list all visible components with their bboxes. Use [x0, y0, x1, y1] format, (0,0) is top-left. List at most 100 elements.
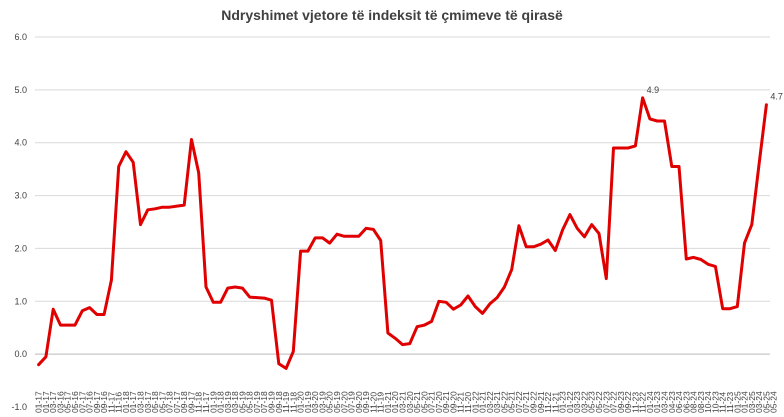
data-point [306, 249, 310, 253]
data-point [197, 171, 200, 175]
x-tick-label: 11-20 [463, 392, 473, 413]
data-point [263, 296, 266, 300]
data-point [248, 295, 251, 299]
x-tick-label: 05-20 [325, 391, 335, 413]
y-tick-label: 3.0 [14, 191, 27, 201]
data-point [284, 367, 288, 370]
x-tick-label: 07-17 [77, 391, 87, 413]
x-tick-label: 07-20 [434, 391, 444, 413]
data-point [139, 223, 142, 226]
x-tick-label: 10-23 [710, 391, 720, 413]
data-point [241, 286, 244, 290]
x-tick-label: 05-22 [594, 391, 604, 413]
x-tick-label: 05-21 [412, 391, 422, 413]
data-point [88, 306, 91, 309]
data-point [51, 308, 55, 311]
series-layer [37, 96, 768, 370]
data-point [321, 236, 324, 240]
data-point [190, 138, 193, 141]
x-tick-label: 11-18 [288, 392, 298, 413]
data-point [561, 228, 564, 232]
x-tick-label: 07-21 [427, 391, 437, 413]
x-tick-label: 11-21 [550, 392, 560, 413]
x-tick-label: 05-25 [761, 391, 771, 413]
y-tick-label: 6.0 [14, 32, 27, 42]
x-tick-label: 11-17 [106, 392, 116, 413]
x-tick-label: 05-17 [63, 391, 73, 413]
data-point [255, 296, 259, 299]
x-tick-label: 09-17 [186, 391, 196, 413]
x-tick-label: 05-22 [499, 391, 509, 413]
x-tick-label: 11-22 [543, 392, 553, 413]
data-point [677, 165, 681, 168]
data-point [641, 96, 644, 99]
x-tick-label: 01-18 [121, 391, 131, 413]
x-tick-label: 11-19 [281, 392, 291, 413]
data-point [495, 296, 499, 299]
x-tick-label: 01-17 [128, 391, 138, 413]
x-tick-label: 05-20 [419, 391, 429, 413]
x-tick-label: 05-18 [150, 391, 160, 413]
x-tick-label: 01-22 [470, 391, 480, 413]
x-tick-label: 07-22 [609, 391, 619, 413]
x-tick-label: 07-19 [347, 391, 357, 413]
x-tick-label: 05-24 [769, 391, 779, 413]
x-tick-label: 09-16 [99, 391, 109, 413]
chart-title: Ndryshimet vjetore të indeksit të çmimev… [221, 7, 563, 23]
x-tick-label: 01-20 [390, 391, 400, 413]
data-point [619, 146, 623, 150]
x-tick-label: 11-22 [638, 392, 648, 413]
data-point [226, 286, 230, 290]
data-point [597, 232, 601, 235]
axis-layer: -1.00.01.02.03.04.05.06.001-1701-1703-17… [11, 32, 778, 413]
data-point [575, 227, 579, 230]
x-tick-label: 03-21 [492, 391, 502, 413]
data-point [503, 285, 506, 289]
data-point [44, 355, 48, 358]
data-point [379, 239, 382, 242]
data-point [66, 323, 69, 327]
data-point [146, 208, 149, 212]
data-point [364, 227, 368, 230]
x-tick-label: 01-22 [565, 391, 575, 413]
x-tick-label: 07-18 [165, 391, 175, 413]
x-tick-label: 11-16 [114, 392, 124, 413]
x-tick-label: 08-24 [689, 391, 699, 413]
data-point [204, 285, 208, 289]
x-tick-label: 01-19 [208, 391, 218, 413]
data-point [648, 117, 652, 121]
y-tick-label: 4.0 [14, 138, 27, 148]
data-point [612, 146, 615, 150]
x-tick-label: 03-25 [747, 391, 757, 413]
data-point [685, 257, 688, 261]
data-point [73, 323, 77, 327]
x-tick-label: 01-24 [645, 391, 655, 413]
data-label: 4.7 [770, 92, 783, 102]
x-tick-label: 09-18 [179, 391, 189, 413]
grid-layer [35, 36, 770, 408]
x-tick-label: 01-25 [732, 391, 742, 413]
data-point [110, 278, 113, 282]
data-point [692, 256, 695, 259]
data-point [168, 206, 171, 209]
data-point [539, 243, 542, 246]
data-point [408, 342, 411, 345]
data-point [350, 235, 353, 238]
x-tick-label: 11-17 [201, 392, 211, 413]
x-tick-label: 03-24 [754, 391, 764, 413]
data-point [335, 232, 339, 236]
data-point [699, 258, 703, 261]
x-tick-label: 03-20 [310, 391, 320, 413]
x-tick-label: 09-23 [616, 391, 626, 413]
x-tick-label: 03-18 [136, 391, 146, 413]
x-tick-label: 03-20 [405, 391, 415, 413]
x-tick-label: 01-19 [303, 391, 313, 413]
data-point [161, 206, 164, 209]
data-point [525, 245, 528, 249]
y-tick-label: 2.0 [14, 243, 27, 253]
x-tick-label: 11-21 [456, 392, 466, 413]
x-tick-label: 03-24 [659, 391, 669, 413]
x-tick-label: 05-17 [157, 391, 167, 413]
data-point [430, 320, 433, 323]
